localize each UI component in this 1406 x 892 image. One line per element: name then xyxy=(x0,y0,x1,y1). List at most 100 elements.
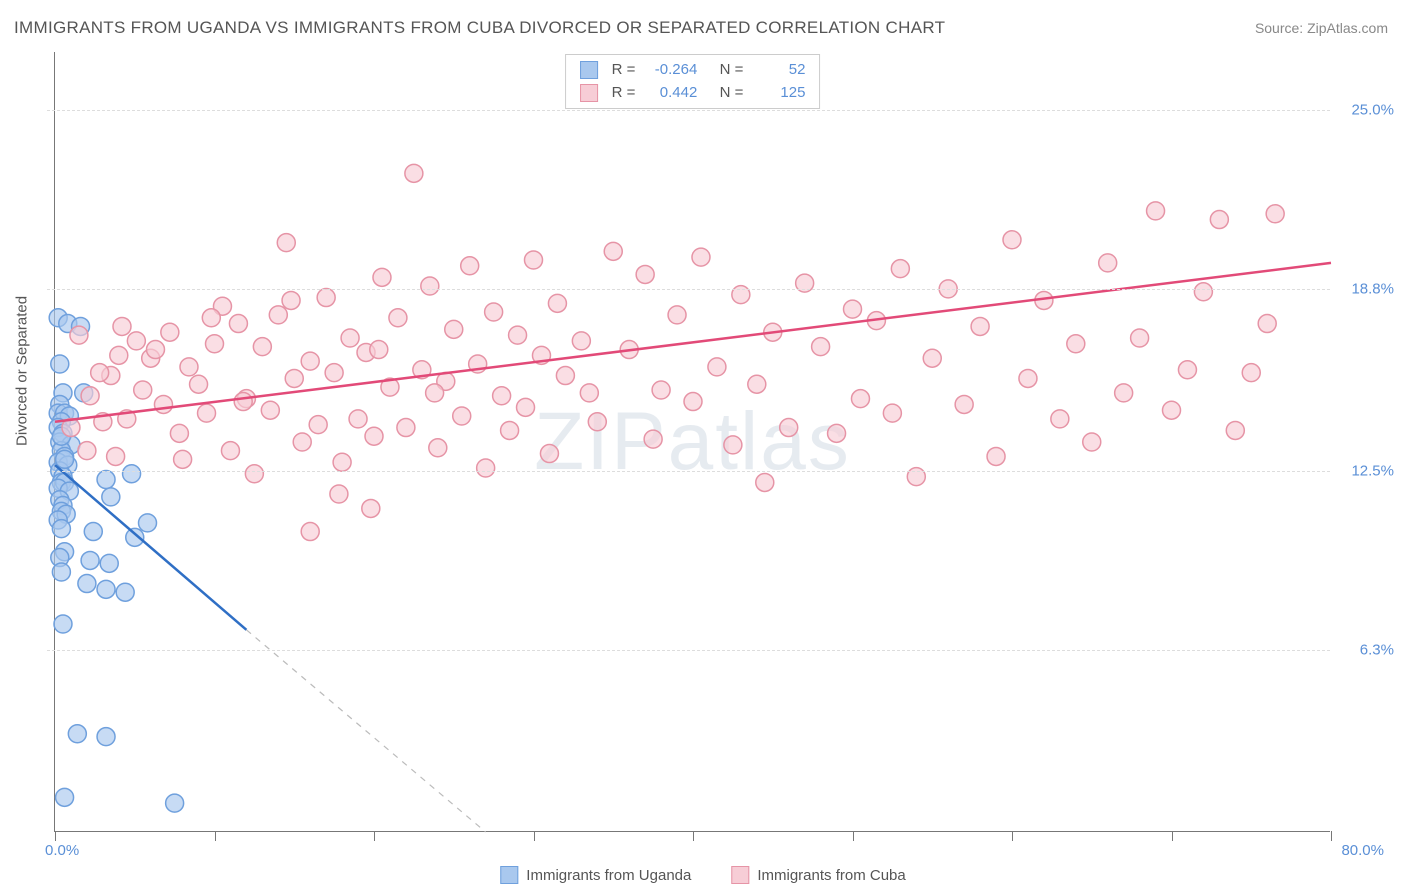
legend-stat-row: R =-0.264 N =52 xyxy=(580,59,806,82)
data-point xyxy=(52,520,70,538)
data-point xyxy=(317,289,335,307)
data-point xyxy=(1258,315,1276,333)
data-point xyxy=(161,323,179,341)
stat-n-label: N = xyxy=(711,59,743,82)
data-point xyxy=(548,294,566,312)
data-point xyxy=(370,341,388,359)
data-point xyxy=(556,367,574,385)
data-point xyxy=(126,528,144,546)
data-point xyxy=(923,349,941,367)
data-point xyxy=(365,427,383,445)
data-point xyxy=(1067,335,1085,353)
data-point xyxy=(373,268,391,286)
data-point xyxy=(397,419,415,437)
data-point xyxy=(123,465,141,483)
data-point xyxy=(572,332,590,350)
data-point xyxy=(116,583,134,601)
data-point xyxy=(509,326,527,344)
data-point xyxy=(1019,369,1037,387)
stat-r-label: R = xyxy=(612,59,636,82)
data-point xyxy=(330,485,348,503)
data-point xyxy=(127,332,145,350)
data-point xyxy=(1003,231,1021,249)
data-point xyxy=(221,442,239,460)
gridline xyxy=(47,289,1330,290)
x-tick xyxy=(534,831,535,841)
source-label: Source: ZipAtlas.com xyxy=(1255,20,1388,36)
data-point xyxy=(724,436,742,454)
data-point xyxy=(477,459,495,477)
data-point xyxy=(684,393,702,411)
data-point xyxy=(309,416,327,434)
x-tick xyxy=(1012,831,1013,841)
data-point xyxy=(68,725,86,743)
data-point xyxy=(325,364,343,382)
legend-swatch xyxy=(580,61,598,79)
data-point xyxy=(1194,283,1212,301)
y-tick-label: 6.3% xyxy=(1360,642,1394,659)
data-point xyxy=(113,317,131,335)
data-point xyxy=(253,338,271,356)
stat-r-value: -0.264 xyxy=(643,59,697,82)
data-point xyxy=(56,450,74,468)
x-tick xyxy=(1331,831,1332,841)
x-tick xyxy=(853,831,854,841)
data-point xyxy=(97,728,115,746)
data-point xyxy=(170,424,188,442)
data-point xyxy=(708,358,726,376)
stat-r-label: R = xyxy=(612,82,636,105)
data-point xyxy=(828,424,846,442)
data-point xyxy=(341,329,359,347)
legend-series: Immigrants from UgandaImmigrants from Cu… xyxy=(500,866,905,884)
data-point xyxy=(1147,202,1165,220)
x-tick xyxy=(1172,831,1173,841)
data-point xyxy=(277,234,295,252)
data-point xyxy=(426,384,444,402)
data-point xyxy=(154,395,172,413)
data-point xyxy=(461,257,479,275)
data-point xyxy=(955,395,973,413)
trend-line xyxy=(55,465,246,630)
data-point xyxy=(206,335,224,353)
data-point xyxy=(56,788,74,806)
data-point xyxy=(102,488,120,506)
data-point xyxy=(139,514,157,532)
data-point xyxy=(405,164,423,182)
data-point xyxy=(644,430,662,448)
data-point xyxy=(134,381,152,399)
data-point xyxy=(1226,421,1244,439)
data-point xyxy=(285,369,303,387)
data-point xyxy=(362,499,380,517)
x-tick xyxy=(693,831,694,841)
data-point xyxy=(987,447,1005,465)
legend-swatch xyxy=(731,866,749,884)
data-point xyxy=(1115,384,1133,402)
stat-n-value: 125 xyxy=(751,82,805,105)
data-point xyxy=(333,453,351,471)
stat-n-label: N = xyxy=(711,82,743,105)
data-point xyxy=(501,421,519,439)
data-point xyxy=(261,401,279,419)
data-point xyxy=(1131,329,1149,347)
data-point xyxy=(198,404,216,422)
chart-title: IMMIGRANTS FROM UGANDA VS IMMIGRANTS FRO… xyxy=(14,18,945,38)
data-point xyxy=(844,300,862,318)
y-tick-label: 25.0% xyxy=(1351,101,1394,118)
data-point xyxy=(421,277,439,295)
data-point xyxy=(604,242,622,260)
data-point xyxy=(166,794,184,812)
y-tick-label: 18.8% xyxy=(1351,280,1394,297)
data-point xyxy=(748,375,766,393)
data-point xyxy=(97,471,115,489)
data-point xyxy=(851,390,869,408)
data-point xyxy=(51,355,69,373)
data-point xyxy=(78,575,96,593)
stat-r-value: 0.442 xyxy=(643,82,697,105)
data-point xyxy=(636,265,654,283)
gridline xyxy=(47,650,1330,651)
plot-area: ZIPatlas R =-0.264 N =52R =0.442 N =125 … xyxy=(54,52,1330,832)
chart-svg xyxy=(55,52,1330,831)
legend-stat-row: R = 0.442 N = 125 xyxy=(580,82,806,105)
data-point xyxy=(971,317,989,335)
data-point xyxy=(1163,401,1181,419)
